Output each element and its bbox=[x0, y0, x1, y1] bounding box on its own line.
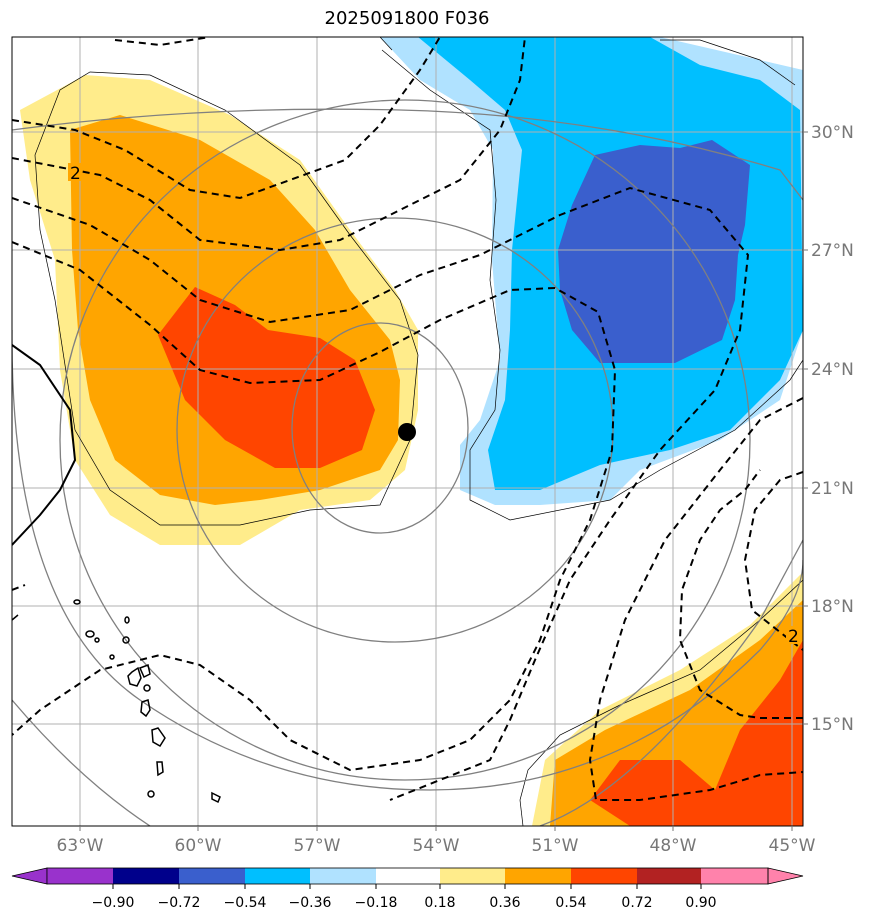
lon-label: 45°W bbox=[769, 836, 816, 856]
colorbar-swatch bbox=[310, 868, 376, 884]
colorbar-tick-label: −0.90 bbox=[92, 895, 135, 911]
contour-label-nw: 2 bbox=[70, 164, 81, 184]
colorbar-swatch bbox=[47, 868, 113, 884]
lat-label: 30°N bbox=[811, 123, 854, 143]
lon-label: 60°W bbox=[175, 836, 222, 856]
colorbar-swatch bbox=[245, 868, 310, 884]
solid-contour bbox=[12, 344, 77, 546]
colorbar-tick-label: −0.72 bbox=[158, 895, 201, 911]
longitude-labels: 63°W 60°W 57°W 54°W 51°W 48°W 45°W bbox=[57, 836, 816, 856]
lon-label: 48°W bbox=[650, 836, 697, 856]
colorbar-tick-label: −0.18 bbox=[355, 895, 398, 911]
lat-label: 15°N bbox=[811, 715, 854, 735]
colorbar-swatch bbox=[637, 868, 701, 884]
colorbar-over-arrow bbox=[767, 867, 804, 885]
colorbar-swatch bbox=[376, 868, 440, 884]
contour-label-se: 2 bbox=[788, 627, 799, 647]
positive-strong-region-se bbox=[590, 640, 803, 826]
lon-label: 63°W bbox=[57, 836, 104, 856]
colorbar-swatch bbox=[113, 868, 179, 884]
negative-strong-region bbox=[558, 140, 750, 363]
map-plot-area: 2 2 bbox=[12, 37, 803, 826]
colorbar-swatch bbox=[571, 868, 637, 884]
lat-label: 21°N bbox=[811, 479, 854, 499]
lat-label: 27°N bbox=[811, 241, 854, 261]
colorbar-tick-label: 0.36 bbox=[489, 895, 520, 911]
lon-label: 51°W bbox=[532, 836, 579, 856]
map-title: 2025091800 F036 bbox=[324, 8, 490, 29]
colorbar-tick-label: −0.54 bbox=[224, 895, 267, 911]
colorbar-swatch bbox=[179, 868, 245, 884]
colorbar-swatch bbox=[505, 868, 571, 884]
positive-strong-region bbox=[158, 287, 375, 468]
axis-ticks bbox=[79, 131, 808, 831]
colorbar-under-arrow bbox=[11, 867, 48, 885]
lat-label: 18°N bbox=[811, 597, 854, 617]
colorbar: −0.90 −0.72 −0.54 −0.36 −0.18 0.18 0.36 … bbox=[11, 867, 804, 911]
gray-contours bbox=[12, 99, 803, 826]
colorbar-tick-label: 0.54 bbox=[555, 895, 586, 911]
lon-label: 57°W bbox=[294, 836, 341, 856]
storm-center-marker bbox=[398, 423, 416, 441]
lon-label: 54°W bbox=[413, 836, 460, 856]
negative-anomaly-shading bbox=[380, 37, 803, 505]
colorbar-tick-label: −0.36 bbox=[289, 895, 332, 911]
colorbar-tick-label: 0.72 bbox=[621, 895, 652, 911]
dashed-contours bbox=[12, 37, 803, 801]
colorbar-tick-label: 0.18 bbox=[424, 895, 455, 911]
latitude-labels: 30°N 27°N 24°N 21°N 18°N 15°N bbox=[811, 123, 854, 735]
lat-label: 24°N bbox=[811, 360, 854, 380]
colorbar-tick-label: 0.90 bbox=[685, 895, 716, 911]
colorbar-swatch bbox=[440, 868, 505, 884]
colorbar-swatch bbox=[701, 868, 768, 884]
map-frame bbox=[11, 36, 804, 827]
coastlines bbox=[12, 599, 221, 804]
